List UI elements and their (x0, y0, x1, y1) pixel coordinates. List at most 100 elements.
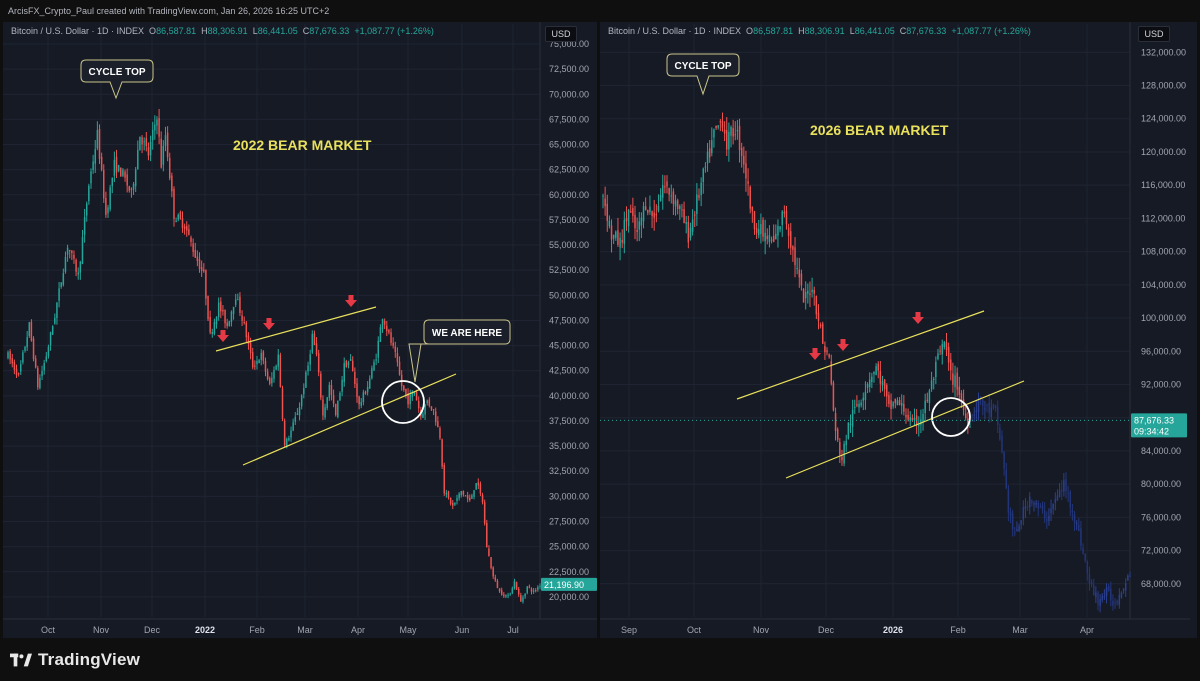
candle-body (621, 240, 623, 243)
y-axis-tick-label: 22,500.00 (549, 567, 589, 577)
tradingview-logo[interactable]: TradingView (10, 650, 140, 670)
y-axis-tick-label: 112,000.00 (1141, 213, 1185, 223)
x-axis-tick-label: Mar (297, 625, 313, 635)
candle-body (907, 414, 909, 420)
candle-body (471, 495, 473, 499)
x-axis-tick-label: Sep (621, 625, 637, 635)
x-axis-tick-label: Jun (455, 625, 470, 635)
candle-body (275, 365, 277, 370)
y-axis-tick-label: 80,000.00 (1141, 479, 1181, 489)
y-axis-tick-label: 76,000.00 (1141, 512, 1181, 522)
candle-body (411, 392, 414, 397)
projection-candle-body (1052, 503, 1054, 510)
candle-body (183, 226, 186, 229)
candle-body (437, 421, 439, 428)
projection-candle-body (1028, 496, 1031, 508)
candle-body (294, 416, 297, 422)
projection-candle-body (1060, 489, 1063, 492)
change-value: +1,087.77 (+1.26%) (354, 26, 434, 36)
candle-body (383, 320, 386, 325)
projection-candle-body (1018, 526, 1020, 532)
channel-lower-line (785, 380, 1025, 479)
projection-candle-body (1127, 575, 1129, 581)
candle-body (775, 233, 777, 240)
candle-body (386, 325, 388, 331)
candle-body (11, 358, 14, 364)
chart-canvas-2022[interactable]: 75,000.00 72,500.00 70,000.00 67,500.00 65,0… (3, 22, 597, 638)
candle-body (139, 136, 141, 151)
projection-candle-body (1107, 586, 1110, 591)
candle-body (740, 147, 743, 156)
red-arrow-icon (217, 330, 229, 342)
candle-body (719, 121, 722, 123)
candle-body (426, 400, 428, 404)
candle-body (194, 249, 197, 258)
y-axis-tick-label: 100,000.00 (1141, 313, 1186, 323)
candle-body (503, 594, 505, 597)
candle-body (281, 388, 284, 420)
candle-body (898, 400, 901, 406)
projection-candle-body (1009, 511, 1012, 516)
projection-candle-body (1039, 507, 1042, 509)
chart-panel-2026[interactable]: 132,000.00 128,000.00 124,000.00 120,000.00… (600, 22, 1197, 638)
we-are-here-label-bubble (408, 319, 511, 383)
candle-body (649, 206, 651, 213)
candle-body (962, 399, 965, 411)
candle-body (190, 237, 192, 242)
candle-body (360, 401, 362, 406)
candle-body (668, 188, 670, 195)
candle-body (708, 148, 711, 158)
chart-canvas-2026[interactable]: 132,000.00 128,000.00 124,000.00 120,000.00… (600, 22, 1197, 638)
candle-body (120, 167, 122, 177)
candle-body (930, 380, 933, 390)
candle-body (109, 187, 111, 210)
currency-button[interactable]: USD (1138, 26, 1170, 42)
projection-candle-body (1071, 510, 1074, 513)
projection-candle-body (984, 408, 986, 410)
candle-body (168, 157, 171, 179)
candle-body (749, 187, 751, 209)
candle-body (288, 437, 290, 441)
candle-body (715, 125, 717, 129)
candle-body (830, 361, 833, 384)
candle-body (234, 299, 237, 305)
y-axis-tick-label: 35,000.00 (549, 441, 589, 451)
candle-body (7, 352, 9, 359)
chart-panel-2022[interactable]: 75,000.00 72,500.00 70,000.00 67,500.00 65,0… (3, 22, 597, 638)
candle-body (696, 194, 698, 214)
projection-candle-body (1090, 582, 1093, 585)
x-axis-tick-label: Oct (687, 625, 702, 635)
y-axis-tick-label: 92,000.00 (1141, 379, 1181, 389)
currency-button[interactable]: USD (545, 26, 577, 42)
candle-body (950, 359, 952, 371)
candle-body (883, 379, 886, 389)
candle-body (205, 270, 207, 299)
candle-body (277, 354, 280, 367)
candle-body (505, 595, 507, 597)
x-axis-tick-label: Jul (507, 625, 519, 635)
candle-body (249, 342, 252, 354)
y-axis-tick-label: 37,500.00 (549, 416, 589, 426)
candle-body (743, 155, 745, 165)
candle-body (381, 318, 384, 330)
candle-body (77, 272, 79, 275)
candle-body (676, 200, 679, 210)
candle-body (251, 352, 254, 368)
candle-body (909, 417, 911, 422)
candle-body (286, 438, 288, 447)
projection-candle-body (1069, 491, 1072, 508)
projection-candle-body (1054, 499, 1057, 503)
y-axis-tick-label: 55,000.00 (549, 240, 589, 250)
candle-body (441, 439, 443, 467)
y-axis-tick-label: 60,000.00 (549, 190, 589, 200)
projection-candle-body (1031, 500, 1033, 504)
close-value: 87,676.33 (906, 26, 947, 36)
candle-body (113, 159, 116, 176)
change-value: +1,087.77 (+1.26%) (951, 26, 1031, 36)
projection-candle-body (1082, 547, 1084, 554)
candle-body (15, 368, 18, 376)
projection-candle-body (1067, 492, 1069, 494)
projection-candle-body (1075, 522, 1078, 525)
candle-body (220, 301, 222, 312)
candle-body (862, 397, 865, 401)
